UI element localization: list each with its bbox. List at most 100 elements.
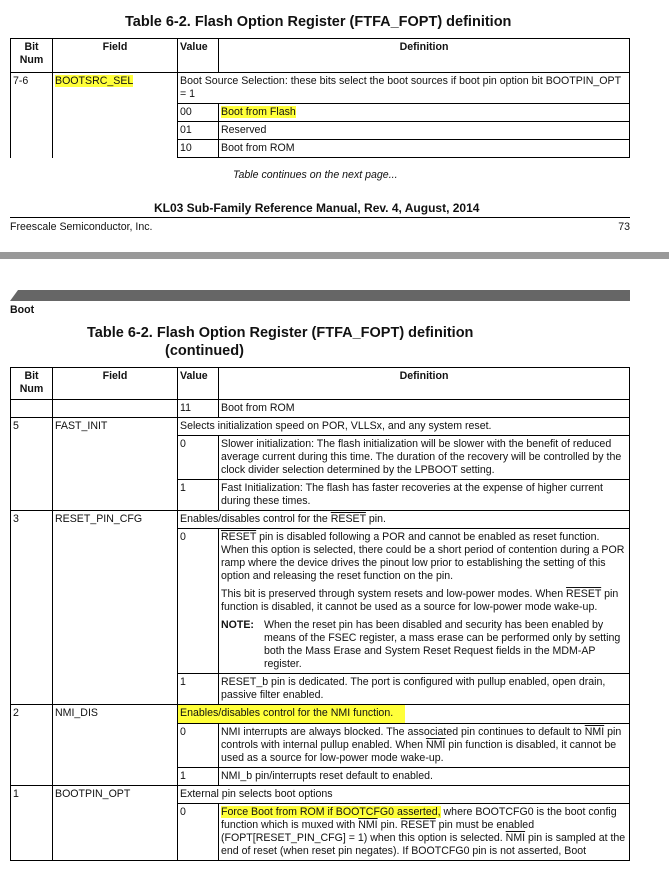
company-name: Freescale Semiconductor, Inc. xyxy=(10,221,153,233)
value: 1 xyxy=(177,673,219,705)
table-row: 2 NMI_DIS Enables/disables control for t… xyxy=(10,704,630,786)
table-continues-note: Table continues on the next page... xyxy=(233,169,398,181)
text: pin must be enabled (FOPT[RESET_PIN_CFG]… xyxy=(221,819,535,844)
signal-name: RESET xyxy=(400,819,436,831)
table-title-continued: (continued) xyxy=(165,343,244,359)
field-name xyxy=(52,399,178,418)
header-bit-num: Bit Num xyxy=(10,367,53,400)
table-title: Table 6-2. Flash Option Register (FTFA_F… xyxy=(87,325,474,341)
text: pin. xyxy=(365,513,386,525)
text: pin function is disabled, it cannot be u… xyxy=(221,739,617,764)
definition: Reserved xyxy=(218,121,630,140)
page-number: 73 xyxy=(618,221,630,233)
register-table-page2: Bit Num Field Value Definition 11 Boot f… xyxy=(10,367,630,861)
note: NOTE: When the reset pin has been disable… xyxy=(221,619,627,671)
bit-num: 3 xyxy=(10,510,53,705)
signal-name: NMI xyxy=(505,832,526,844)
text: pin. xyxy=(377,819,401,831)
value-row: 0 Slower initialization: The flash initia… xyxy=(11,435,630,480)
definition: Boot from ROM xyxy=(218,139,630,158)
value-row: 0 NMI interrupts are always blocked. The… xyxy=(11,723,630,768)
header-value: Value xyxy=(177,367,219,400)
text: pin controls with internal pullup enable… xyxy=(221,726,622,751)
page-separator xyxy=(0,252,669,259)
value: 11 xyxy=(177,399,219,418)
header-definition: Definition xyxy=(218,38,630,73)
value: 1 xyxy=(177,479,219,511)
text: pin is sampled at the end of reset (when… xyxy=(221,832,626,857)
definition: RESET pin is disabled following a POR an… xyxy=(218,528,630,674)
value: 0 xyxy=(177,803,219,861)
field-name: BOOTSRC_SEL xyxy=(52,72,178,158)
header-row: Bit Num Field Value Definition xyxy=(10,38,630,73)
definition: Fast Initialization: The flash has faste… xyxy=(218,479,630,511)
header-row: Bit Num Field Value Definition xyxy=(10,367,630,400)
text: pin function is disabled, it cannot be u… xyxy=(221,588,619,613)
description-highlight: Enables/disables control for the NMI fun… xyxy=(178,705,406,723)
signal-name: NMI xyxy=(358,819,378,831)
field-description: Boot Source Selection: these bits select… xyxy=(177,72,630,104)
section-header-bar xyxy=(10,290,630,301)
definition: Boot from Flash xyxy=(218,103,630,122)
value: 0 xyxy=(177,723,219,768)
header-bit-num: Bit Num xyxy=(10,38,53,73)
bit-num: 7-6 xyxy=(10,72,53,158)
register-table-page1: Bit Num Field Value Definition 7-6 BOOTS… xyxy=(10,38,630,158)
value: 1 xyxy=(177,767,219,786)
header-field: Field xyxy=(52,38,178,73)
value: 00 xyxy=(177,103,219,122)
value: 01 xyxy=(177,121,219,140)
note-label: NOTE: xyxy=(221,619,254,631)
bit-num: 2 xyxy=(10,704,53,786)
value-row: 0 RESET pin is disabled following a POR … xyxy=(11,528,630,674)
table-row: 1 BOOTPIN_OPT External pin selects boot … xyxy=(10,785,630,861)
text: Enables/disables control for the xyxy=(180,513,331,525)
signal-name: RESET xyxy=(221,531,257,543)
note-text: When the reset pin has been disabled and… xyxy=(264,619,621,670)
definition-highlight: Boot from Flash xyxy=(221,106,296,118)
value-row: 1 RESET_b pin is dedicated. The port is c… xyxy=(11,673,630,705)
bit-num: 5 xyxy=(10,417,53,511)
value-row: 11 Boot from ROM xyxy=(10,399,630,418)
header-field: Field xyxy=(52,367,178,400)
text: where BOOTCFG0 is the boot config functi… xyxy=(221,806,617,831)
field-description: External pin selects boot options xyxy=(177,785,630,804)
signal-name: RESET xyxy=(330,513,366,525)
table-title: Table 6-2. Flash Option Register (FTFA_F… xyxy=(125,14,512,30)
value: 10 xyxy=(177,139,219,158)
value: 0 xyxy=(177,528,219,674)
signal-name: NMI xyxy=(584,726,605,738)
field-name: FAST_INIT xyxy=(52,417,178,511)
text: pin is disabled following a POR and cann… xyxy=(221,531,625,582)
field-name: BOOTPIN_OPT xyxy=(52,785,178,861)
field-name: NMI_DIS xyxy=(52,704,178,786)
value: 0 xyxy=(177,435,219,480)
definition: NMI interrupts are always blocked. The a… xyxy=(218,723,630,768)
field-highlight: BOOTSRC_SEL xyxy=(55,75,134,87)
field-description: Enables/disables control for the RESET p… xyxy=(177,510,630,529)
definition: RESET_b pin is dedicated. The port is co… xyxy=(218,673,630,705)
bit-num xyxy=(10,399,53,418)
definition: Force Boot from ROM if BOOTCFG0 asserted… xyxy=(218,803,630,861)
bit-num: 1 xyxy=(10,785,53,861)
value-row: 0 Force Boot from ROM if BOOTCFG0 assert… xyxy=(11,803,630,861)
value-row: 10 Boot from ROM xyxy=(11,139,630,158)
field-description: Selects initialization speed on POR, VLL… xyxy=(177,417,630,436)
field-name: RESET_PIN_CFG xyxy=(52,510,178,705)
header-value: Value xyxy=(177,38,219,73)
table-row: 7-6 BOOTSRC_SEL Boot Source Selection: t… xyxy=(10,72,630,158)
definition: Boot from ROM xyxy=(218,399,630,418)
footer-divider xyxy=(10,217,630,218)
text: NMI interrupts are always blocked. The a… xyxy=(221,726,585,738)
definition: NMI_b pin/interrupts reset default to en… xyxy=(218,767,630,786)
text: This bit is preserved through system res… xyxy=(221,588,567,600)
manual-footer-title: KL03 Sub-Family Reference Manual, Rev. 4… xyxy=(154,201,480,215)
table-row: 3 RESET_PIN_CFG Enables/disables control… xyxy=(10,510,630,705)
definition: Slower initialization: The flash initial… xyxy=(218,435,630,480)
value-row: 1 Fast Initialization: The flash has fast… xyxy=(11,479,630,511)
field-description: Enables/disables control for the NMI fun… xyxy=(177,704,630,724)
section-name: Boot xyxy=(10,304,35,316)
table-row: 5 FAST_INIT Selects initialization speed… xyxy=(10,417,630,511)
header-definition: Definition xyxy=(218,367,630,400)
signal-name: NMI xyxy=(425,739,446,751)
